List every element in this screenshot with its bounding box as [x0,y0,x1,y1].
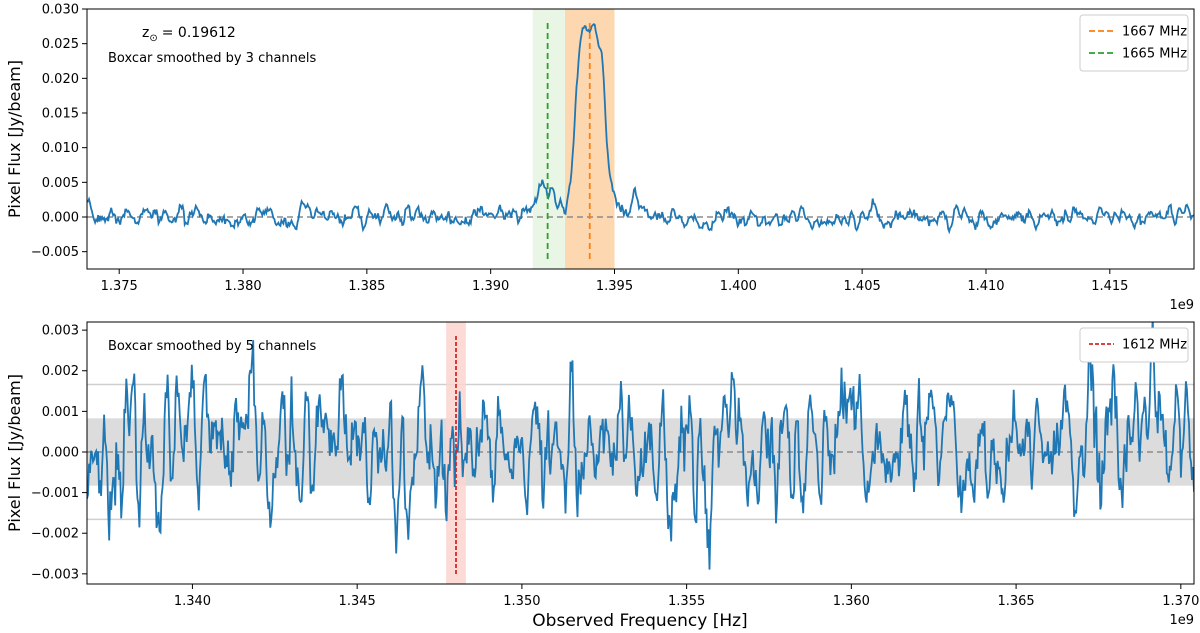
x-tick-label: 1.410 [967,279,1004,294]
x-offset-label: 1e9 [1169,613,1194,628]
y-tick-label: −0.002 [31,527,79,542]
x-tick-label: 1.340 [174,594,211,609]
x-axis-label: Observed Frequency [Hz] [532,611,747,631]
x-tick-label: 1.400 [720,279,757,294]
x-tick-label: 1.360 [833,594,870,609]
x-tick-label: 1.390 [472,279,509,294]
x-tick-label: 1.380 [224,279,261,294]
smoothing-annotation: Boxcar smoothed by 3 channels [108,51,317,66]
spectrum-series [87,322,1194,570]
y-tick-label: 0.015 [42,107,79,122]
y-tick-label: 0.001 [42,405,79,420]
y-tick-label: 0.003 [42,324,79,339]
y-tick-label: −0.003 [31,567,79,582]
x-tick-label: 1.405 [844,279,881,294]
y-tick-label: 0.020 [42,72,79,87]
legend-label: 1612 MHz [1122,338,1187,353]
axes-frame [86,321,1195,585]
x-tick-label: 1.395 [596,279,633,294]
y-tick-label: −0.001 [31,486,79,501]
x-tick-label: 1.345 [339,594,376,609]
x-tick-label: 1.385 [348,279,385,294]
plot-area [87,322,1194,584]
redshift-annotation: z⊙ = 0.19612 [142,25,236,44]
y-tick-label: 0.000 [42,445,79,460]
y-tick-label: 0.030 [42,3,79,18]
y-axis-label: Pixel Flux [Jy/beam] [5,374,24,532]
x-tick-label: 1.355 [668,594,705,609]
spectrum-series [87,23,1194,235]
y-tick-label: 0.005 [42,176,79,191]
legend-box [1079,14,1189,72]
y-tick-label: −0.005 [31,245,79,260]
axes-frame [86,8,1195,270]
x-tick-label: 1.375 [101,279,138,294]
y-axis-label: Pixel Flux [Jy/beam] [5,60,24,218]
x-tick-label: 1.415 [1091,279,1128,294]
x-tick-label: 1.365 [997,594,1034,609]
x-tick-label: 1.370 [1162,594,1199,609]
y-tick-label: 0.025 [42,37,79,52]
x-offset-label: 1e9 [1169,298,1194,313]
x-tick-label: 1.350 [503,594,540,609]
y-tick-label: 0.000 [42,211,79,226]
legend-box [1079,327,1189,363]
line-window-shade [532,9,565,269]
y-tick-label: 0.010 [42,141,79,156]
y-tick-label: 0.002 [42,364,79,379]
redshift-subscript: ⊙ [149,33,157,44]
smoothing-annotation: Boxcar smoothed by 5 channels [108,339,317,354]
legend-label: 1665 MHz [1122,47,1187,62]
redshift-value: = 0.19612 [162,25,236,41]
bottom-panel-spectrum-5ch: 1.340 1.345 1.350 1.355 1.360 1.365 1.370 1e9 −0… [5,321,1199,628]
plot-area [87,9,1194,269]
top-panel-spectrum-3ch: 1.375 1.380 1.385 1.390 1.395 1.400 1.405 1.410… [5,3,1195,313]
legend-label: 1667 MHz [1122,25,1187,40]
